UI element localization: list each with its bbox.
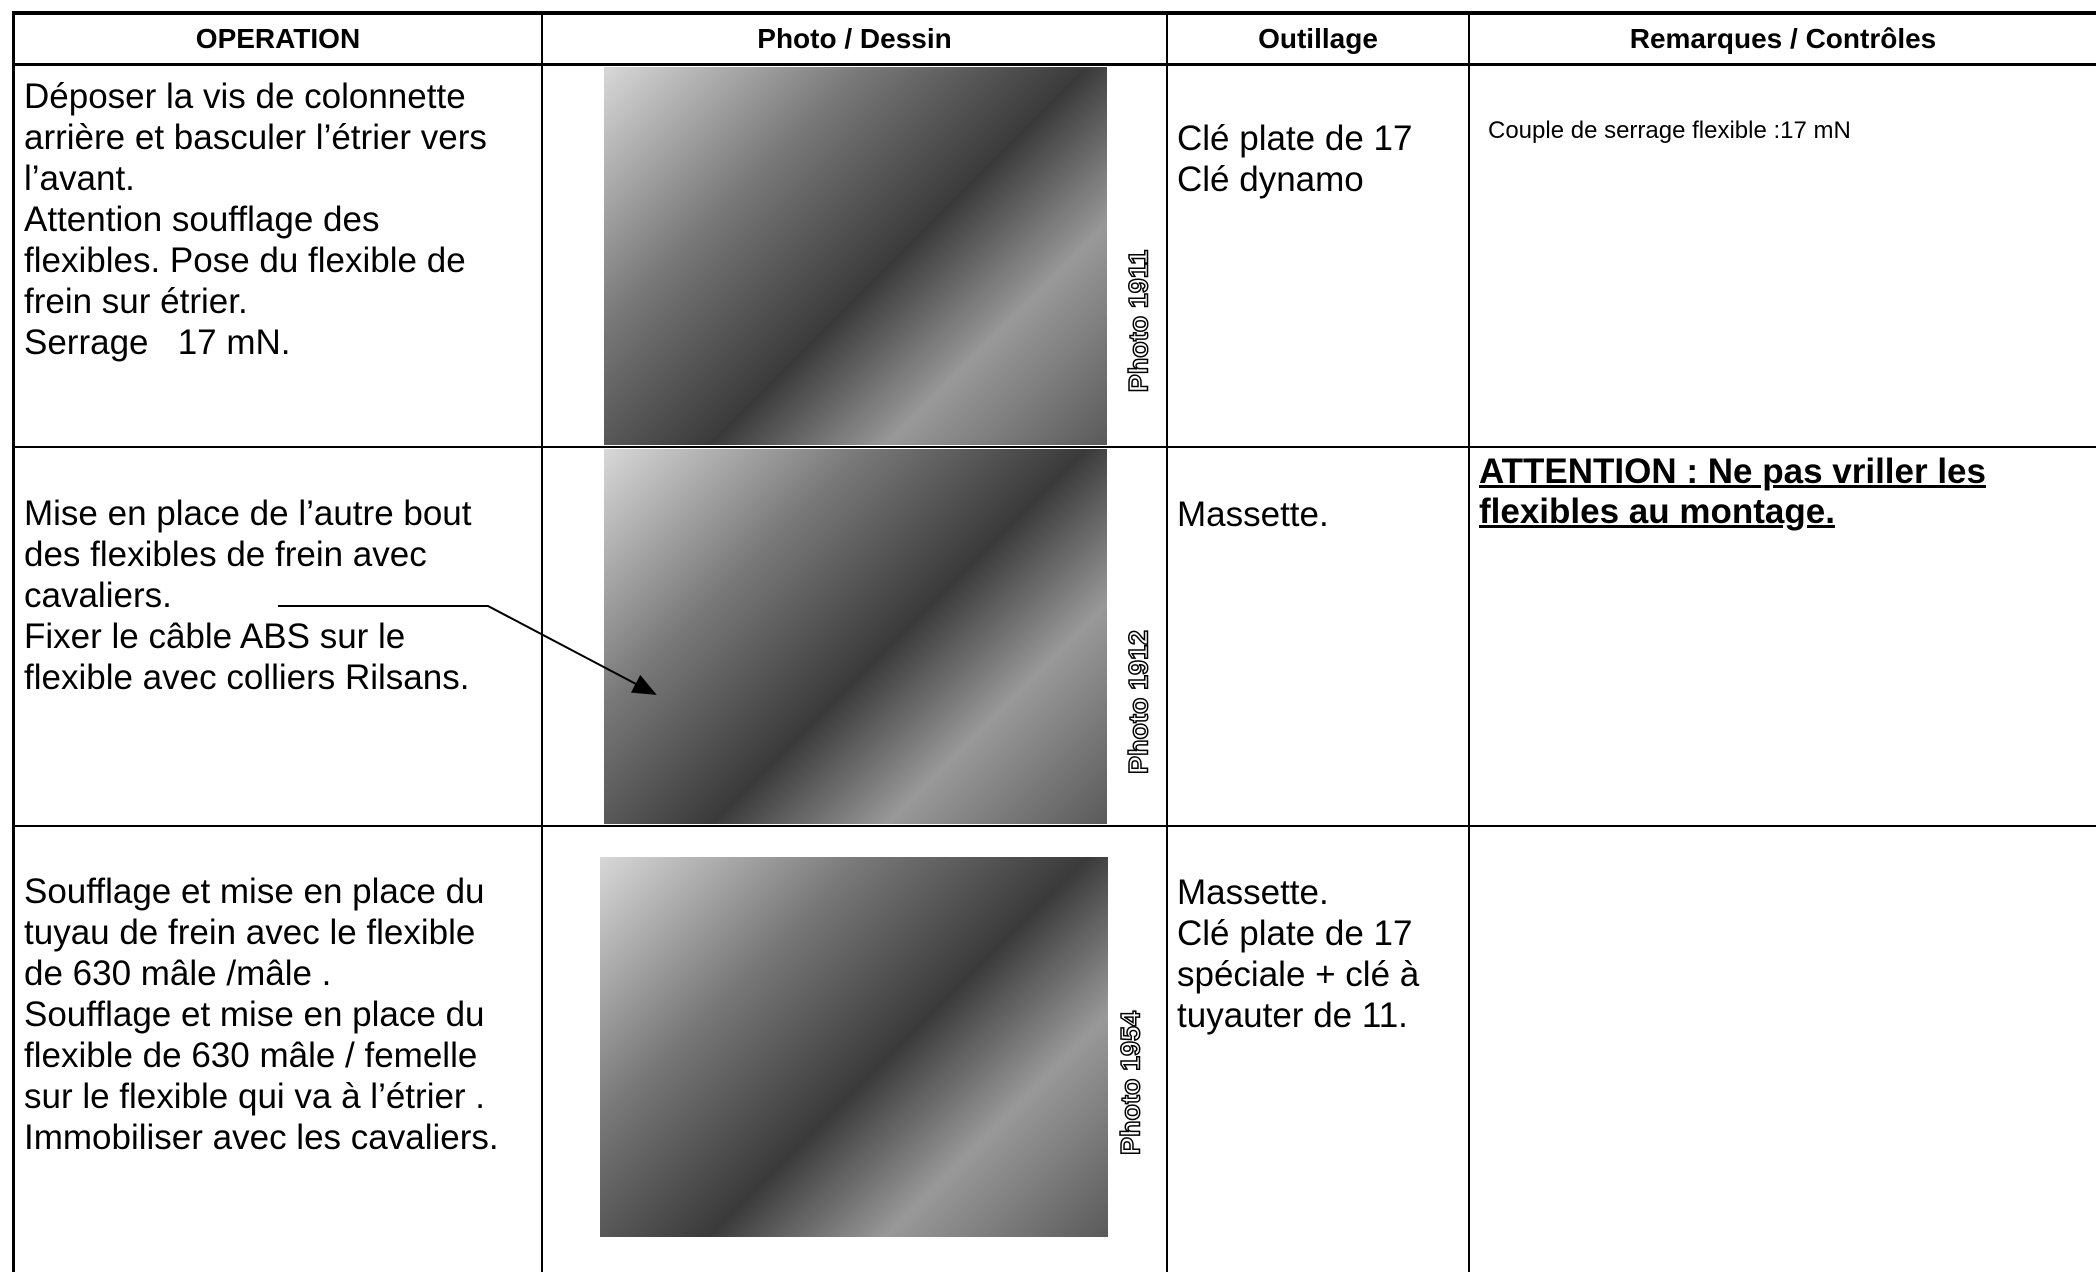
header-cell: Outillage — [1258, 22, 1378, 54]
tools: Massette. — [1177, 494, 1329, 535]
text-line: spéciale + clé à — [1177, 955, 1420, 994]
text-line: Couple de serrage flexible :17 mN — [1488, 117, 1851, 144]
text-line: Clé dynamo — [1177, 160, 1364, 199]
header-cell: Photo / Dessin — [757, 22, 952, 54]
text-line: des flexibles de frein avec — [24, 535, 427, 574]
border — [13, 63, 2096, 66]
text-line: Clé plate de 17 — [1177, 914, 1413, 953]
text-line: flexibles au montage. — [1479, 492, 1835, 531]
text-line: l’avant. — [24, 159, 135, 198]
text-line: Mise en place de l’autre bout — [24, 494, 472, 533]
text-line: sur le flexible qui va à l’étrier . — [24, 1077, 486, 1116]
text-line: tuyau de frein avec le flexible — [24, 913, 476, 952]
text-line: Soufflage et mise en place du — [24, 995, 485, 1034]
border — [13, 446, 2096, 448]
text-line: de 630 mâle /mâle . — [24, 954, 332, 993]
text-line: tuyauter de 11. — [1177, 996, 1408, 1035]
header-cell: Remarques / Contrôles — [1629, 22, 1937, 54]
text-line: Soufflage et mise en place du — [24, 872, 485, 911]
remarks: Couple de serrage flexible :17 mN — [1488, 116, 1851, 146]
text-line: Serrage 17 mN. — [24, 323, 291, 362]
border — [1166, 11, 1168, 1272]
text-line: flexibles. Pose du flexible de — [24, 241, 466, 280]
tools: Clé plate de 17 Clé dynamo — [1177, 118, 1412, 200]
text-line: frein sur étrier. — [24, 282, 248, 321]
border — [13, 825, 2096, 827]
text-line: Fixer le câble ABS sur le — [24, 617, 406, 656]
text-line: Immobiliser avec les cavaliers. — [24, 1118, 499, 1157]
text-line: cavaliers. — [24, 576, 172, 615]
text-line: Déposer la vis de colonnette — [24, 77, 466, 116]
border — [541, 11, 543, 1272]
operation: Déposer la vis de colonnette arrière et b… — [24, 76, 487, 363]
remarks: ATTENTION : Ne pas vriller les flexibles … — [1479, 452, 1986, 532]
text-line: Clé plate de 17 — [1177, 119, 1413, 158]
text-line: Massette. — [1177, 495, 1329, 534]
operation: Mise en place de l’autre bout des flexibl… — [24, 493, 472, 698]
tools: Massette. Clé plate de 17 spéciale + clé à… — [1177, 872, 1419, 1036]
text-line: ATTENTION : Ne pas vriller les — [1479, 452, 1986, 491]
border — [13, 11, 2096, 15]
border — [1468, 11, 1470, 1272]
text-line: flexible de 630 mâle / femelle — [24, 1036, 478, 1075]
operation: Soufflage et mise en place du tuyau de fr… — [24, 871, 499, 1158]
text-line: Massette. — [1177, 873, 1329, 912]
header-cell: OPERATION — [195, 22, 361, 54]
photo — [600, 857, 1108, 1237]
text-line: flexible avec colliers Rilsans. — [24, 658, 470, 697]
photo — [604, 449, 1107, 824]
border — [12, 11, 15, 1272]
text-line: arrière et basculer l’étrier vers — [24, 118, 487, 157]
text-line: Attention soufflage des — [24, 200, 380, 239]
photo — [604, 67, 1107, 445]
